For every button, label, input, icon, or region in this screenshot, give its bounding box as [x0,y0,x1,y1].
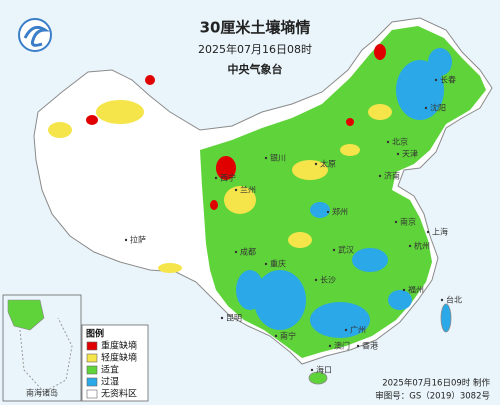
legend-swatch [86,377,98,387]
place-label: 上海 [432,227,448,237]
place-label: 杭州 [414,241,430,251]
place-label: 长春 [440,75,456,85]
place-dot [214,176,218,180]
place-dot [344,328,348,332]
legend-title: 图例 [86,328,104,340]
region-wet [236,48,452,338]
place-dot [408,244,412,248]
place-dot [378,174,382,178]
place-dot [332,248,336,252]
place-dot [394,220,398,224]
place-dot [234,188,238,192]
place-label: 南宁 [280,331,296,341]
place-label: 拉萨 [130,235,146,245]
place-dot [328,344,332,348]
place-label: 沈阳 [430,103,446,113]
place-dot [220,316,224,320]
place-dot [264,262,268,266]
legend-swatch [86,341,98,351]
place-label: 福州 [408,286,424,295]
taiwan [440,303,452,333]
place-dot [310,368,314,372]
datetime: 2025年07月16日08时 [198,42,312,56]
issuer: 中央气象台 [228,62,283,76]
place-label: 成都 [240,247,256,257]
place-label: 武汉 [338,245,354,255]
place-dot [314,278,318,282]
place-label: 银川 [270,153,286,163]
place-dot [426,230,430,234]
logo [18,18,52,52]
title: 30厘米土壤墒情 [200,19,311,37]
legend-swatch [86,389,98,399]
place-label: 台北 [446,295,462,305]
place-dot [264,156,268,160]
legend-label: 轻度缺墒 [101,352,137,364]
hainan [308,371,328,385]
inset: 南海诸岛 [2,294,82,402]
place-label: 香港 [362,341,378,351]
place-label: 海口 [316,365,332,375]
place-dot [424,106,428,110]
place-dot [386,140,390,144]
place-label: 广州 [350,325,366,335]
inset-label: 南海诸岛 [26,388,58,398]
place-label: 南京 [400,217,416,227]
place-dot [440,298,444,302]
place-label: 昆明 [226,314,242,323]
footer-approval: 审图号：GS（2019）3082号 [375,391,490,402]
legend-label: 过湿 [101,376,119,388]
place-dot [274,334,278,338]
place-label: 长沙 [320,275,336,285]
place-dot [396,152,400,156]
place-dot [234,250,238,254]
place-label: 郑州 [332,207,348,217]
legend-label: 适宜 [101,364,119,376]
place-label: 北京 [392,137,408,147]
place-dot [402,288,406,292]
region-dry-severe [86,44,386,210]
place-dot [356,344,360,348]
place-label: 济南 [384,171,400,181]
place-label: 重庆 [270,259,286,269]
legend-label: 无资料区 [101,388,137,400]
legend-swatch [86,353,98,363]
legend-swatch [86,365,98,375]
region-dry-light [48,100,392,273]
place-label: 西宁 [220,173,236,183]
place-label: 太原 [320,159,336,169]
place-dot [434,78,438,82]
place-dot [314,162,318,166]
place-label: 兰州 [240,185,256,195]
place-dot [124,238,128,242]
legend-label: 重度缺墒 [101,340,137,352]
place-label: 天津 [402,149,418,159]
footer-made: 2025年07月16日09时 制作 [382,378,490,389]
place-label: 澳门 [334,341,350,351]
place-dot [326,210,330,214]
